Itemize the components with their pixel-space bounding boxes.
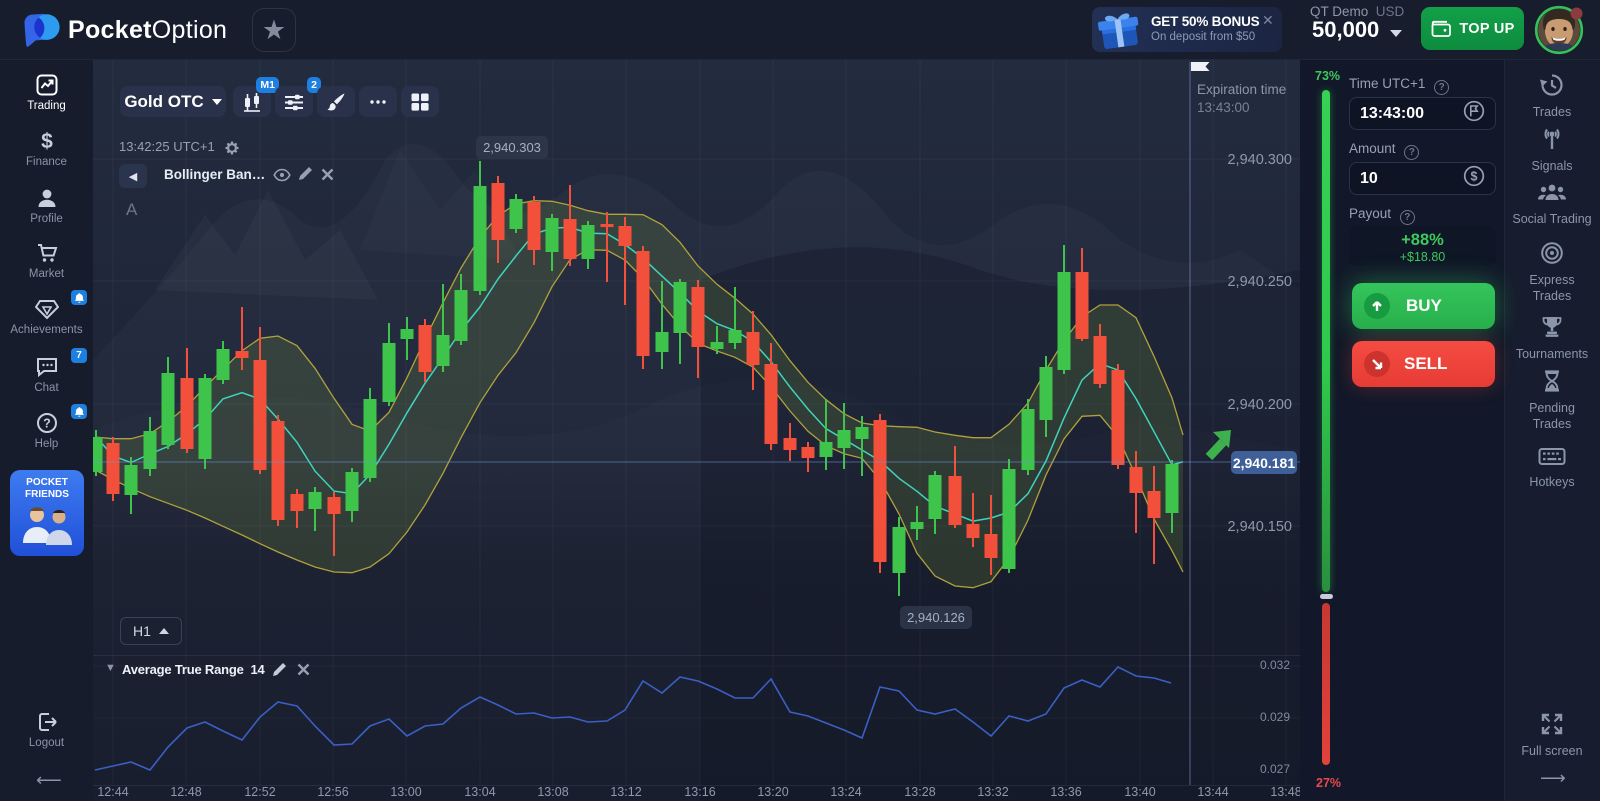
svg-text:13:43:00: 13:43:00 — [1197, 100, 1250, 115]
svg-text:0.029: 0.029 — [1260, 710, 1290, 724]
svg-text:13:44: 13:44 — [1197, 785, 1228, 799]
svg-text:0.027: 0.027 — [1260, 762, 1290, 776]
svg-text:0.032: 0.032 — [1260, 658, 1290, 672]
svg-text:12:44: 12:44 — [97, 785, 128, 799]
svg-text:2,940.150: 2,940.150 — [1227, 519, 1292, 535]
svg-text:13:24: 13:24 — [830, 785, 861, 799]
svg-text:2,940.303: 2,940.303 — [483, 140, 541, 155]
svg-text:Expiration time: Expiration time — [1197, 82, 1286, 97]
svg-text:13:32: 13:32 — [977, 785, 1008, 799]
svg-text:$: $ — [41, 130, 53, 153]
svg-text:2,940.126: 2,940.126 — [907, 610, 965, 625]
svg-text:2,940.300: 2,940.300 — [1227, 152, 1292, 168]
svg-text:13:12: 13:12 — [610, 785, 641, 799]
svg-text:2,940.200: 2,940.200 — [1227, 397, 1292, 413]
svg-text:13:28: 13:28 — [904, 785, 935, 799]
svg-text:12:52: 12:52 — [244, 785, 275, 799]
svg-text:$: $ — [1471, 170, 1478, 184]
svg-text:13:40: 13:40 — [1124, 785, 1155, 799]
svg-text:13:16: 13:16 — [684, 785, 715, 799]
svg-text:13:36: 13:36 — [1050, 785, 1081, 799]
svg-text:13:08: 13:08 — [537, 785, 568, 799]
svg-text:2,940.250: 2,940.250 — [1227, 274, 1292, 290]
svg-text:13:00: 13:00 — [390, 785, 421, 799]
svg-text:12:48: 12:48 — [170, 785, 201, 799]
svg-text:13:20: 13:20 — [757, 785, 788, 799]
svg-text:12:56: 12:56 — [317, 785, 348, 799]
svg-text:2,940.181: 2,940.181 — [1233, 455, 1295, 471]
svg-text:13:48: 13:48 — [1270, 785, 1300, 799]
svg-text:13:04: 13:04 — [464, 785, 495, 799]
svg-text:?: ? — [43, 417, 51, 431]
